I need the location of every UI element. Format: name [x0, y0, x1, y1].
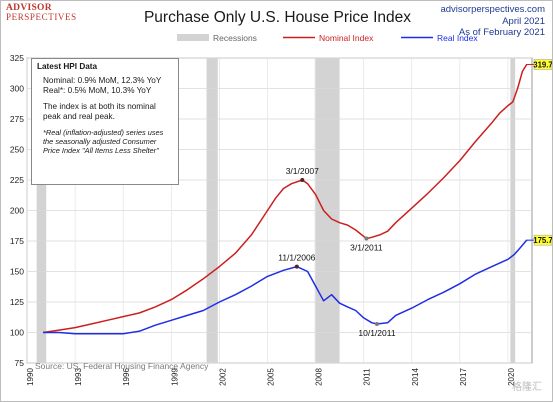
x-tick-label-2017: 2017 — [459, 368, 468, 386]
logo-line2: PERSPECTIVES — [6, 12, 77, 22]
annotation-point-1 — [364, 236, 369, 241]
source-note: Source: US. Federal Housing Finance Agen… — [35, 361, 209, 371]
site-info: advisorperspectives.com April 2021 As of… — [440, 4, 545, 39]
watermark: 格隆汇 — [512, 382, 542, 393]
end-label-box-1 — [533, 234, 552, 246]
end-label-box-0 — [533, 59, 552, 70]
y-tick-label-250: 250 — [10, 145, 24, 155]
y-tick-label-175: 175 — [10, 236, 24, 246]
legend-swatch-0 — [177, 34, 209, 41]
data-date: As of February 2021 — [458, 27, 545, 38]
y-tick-label-200: 200 — [10, 206, 24, 216]
annotation-label-0: 3/1/2007 — [286, 166, 319, 176]
chart-title: Purchase Only U.S. House Price Index — [143, 9, 412, 26]
x-tick-label-1990: 1990 — [26, 368, 35, 386]
x-tick-label-2002: 2002 — [218, 368, 227, 386]
y-tick-label-225: 225 — [10, 175, 24, 185]
legend-label-0: Recessions — [213, 33, 257, 43]
x-tick-label-1993: 1993 — [74, 368, 83, 386]
y-tick-label-325: 325 — [10, 53, 24, 63]
x-tick-label-2020: 2020 — [507, 368, 516, 386]
legend-label-2: Real Index — [437, 33, 478, 43]
y-tick-label-300: 300 — [10, 84, 24, 94]
annotation-label-3: 10/1/2011 — [358, 328, 395, 338]
end-label-0: 319.7 — [533, 60, 552, 69]
advisor-perspectives-logo: ADVISOR PERSPECTIVES — [6, 3, 77, 22]
x-tick-label-2014: 2014 — [411, 368, 420, 386]
y-tick-label-150: 150 — [10, 267, 24, 277]
x-tick-label-1996: 1996 — [122, 368, 131, 386]
real-footnote: *Real (inflation-adjusted) series uses t… — [43, 127, 164, 156]
series-line-nominal-index — [42, 64, 528, 334]
annotation-point-2 — [294, 264, 299, 269]
x-tick-label-2011: 2011 — [363, 368, 372, 386]
peak-note: The index is at both its nominal peak an… — [43, 101, 156, 122]
series-line-real-index — [43, 239, 528, 335]
annotation-label-2: 11/1/2006 — [278, 253, 315, 263]
logo-line1: ADVISOR — [6, 3, 52, 13]
y-tick-label-75: 75 — [15, 358, 25, 368]
annotation-point-3 — [374, 321, 379, 326]
site-url[interactable]: advisorperspectives.com — [440, 4, 545, 15]
report-date: April 2021 — [502, 15, 545, 27]
latest-hpi-box: Latest HPI Data Nominal: 0.9% MoM, 12.3%… — [31, 58, 179, 185]
annotation-label-1: 3/1/2011 — [350, 243, 383, 253]
real-change: Real*: 0.5% MoM, 10.3% YoY — [43, 86, 152, 95]
y-tick-label-275: 275 — [10, 114, 24, 124]
legend-label-1: Nominal Index — [319, 33, 374, 43]
x-tick-label-2008: 2008 — [315, 368, 324, 386]
end-label-1: 175.7 — [533, 236, 552, 245]
y-tick-label-100: 100 — [10, 328, 24, 338]
nominal-change: Nominal: 0.9% MoM, 12.3% YoY — [43, 75, 162, 85]
x-tick-label-1999: 1999 — [170, 368, 179, 386]
annotation-point-0 — [300, 178, 305, 182]
y-tick-label-125: 125 — [10, 297, 24, 307]
x-tick-label-2005: 2005 — [266, 368, 275, 386]
infobox-heading: Latest HPI Data — [37, 62, 98, 71]
